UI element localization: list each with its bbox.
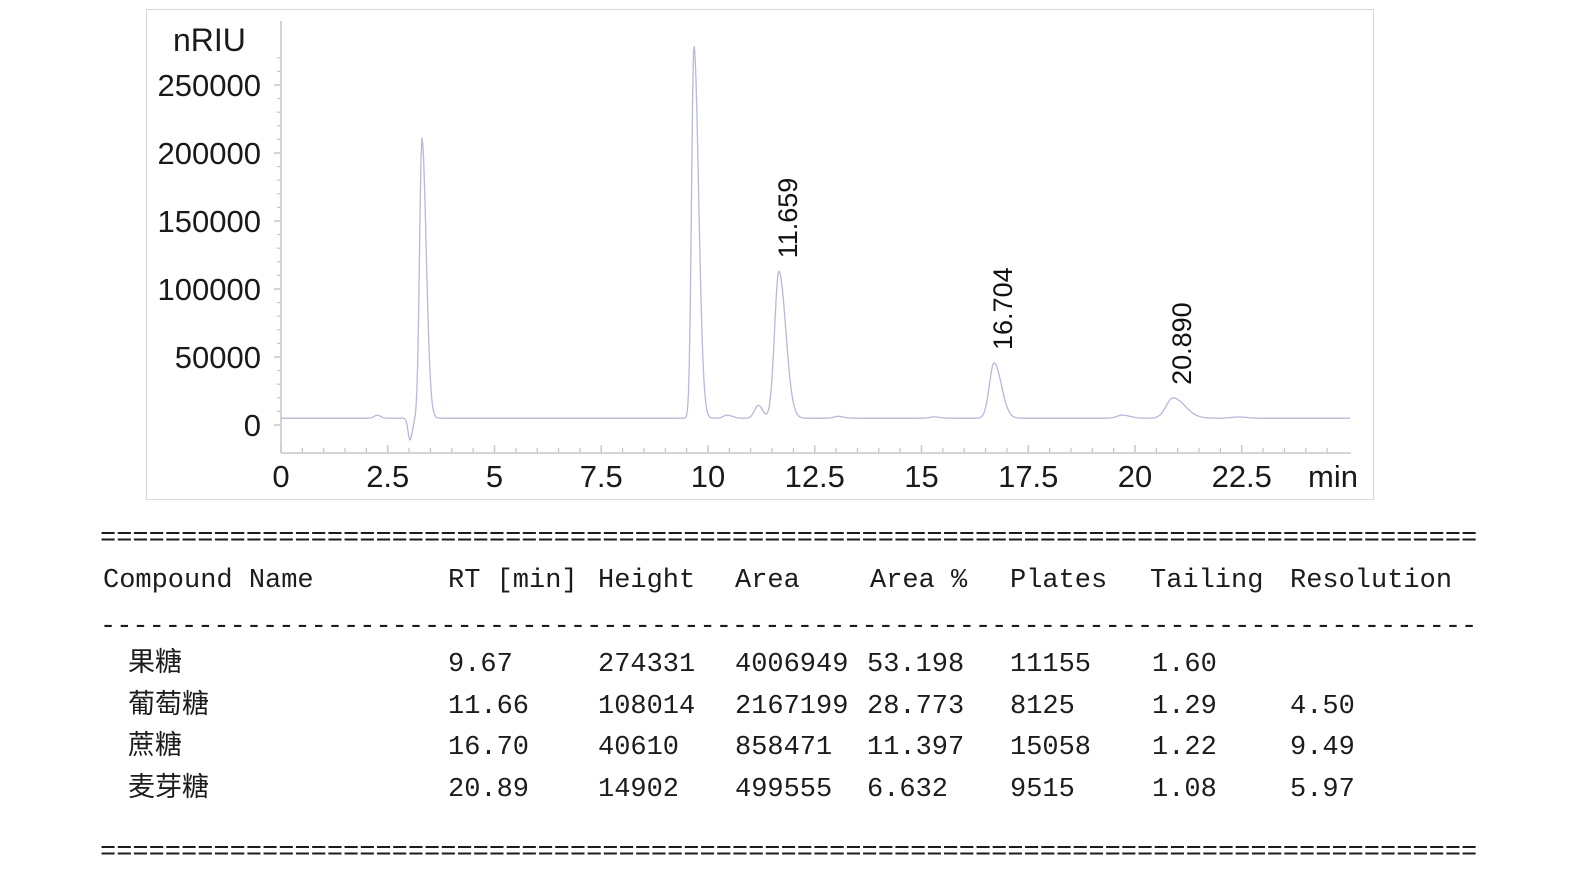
cell-tailing: 1.60 xyxy=(1152,650,1217,680)
y-tick-label: 200000 xyxy=(158,136,261,171)
cell-rt: 9.67 xyxy=(448,650,513,680)
header-area: Area xyxy=(735,566,800,596)
cell-tailing: 1.08 xyxy=(1152,774,1217,805)
cell-area-pct: 53.198 xyxy=(867,650,965,680)
cell-resolution: 5.97 xyxy=(1290,774,1355,805)
table-separator-bottom: ========================================… xyxy=(100,838,1478,868)
cell-height: 108014 xyxy=(598,691,696,722)
cell-area: 499555 xyxy=(735,774,833,805)
header-tailing: Tailing xyxy=(1150,566,1264,596)
cell-rt: 11.66 xyxy=(448,691,530,722)
y-tick-label: 250000 xyxy=(158,68,261,103)
x-tick-label: 10 xyxy=(691,459,725,494)
cell-area: 858471 xyxy=(735,733,833,763)
cell-plates: 11155 xyxy=(1010,650,1092,680)
x-tick-label: 2.5 xyxy=(366,459,409,494)
table-separator-top: ========================================… xyxy=(100,524,1478,554)
x-tick-label: 17.5 xyxy=(998,459,1058,494)
header-height: Height xyxy=(598,566,696,596)
peak-label: 20.890 xyxy=(1167,302,1197,385)
x-tick-label: 7.5 xyxy=(580,459,623,494)
x-tick-label: 5 xyxy=(486,459,503,494)
x-tick-label: 15 xyxy=(904,459,938,494)
y-tick-label: 100000 xyxy=(158,272,261,307)
cell-resolution: 9.49 xyxy=(1290,733,1355,763)
x-tick-label: 20 xyxy=(1118,459,1152,494)
cell-area-pct: 28.773 xyxy=(867,691,965,722)
cell-area-pct: 6.632 xyxy=(867,774,949,805)
header-plates: Plates xyxy=(1010,566,1108,596)
cell-compound-name: 葡萄糖 xyxy=(128,691,209,722)
cell-compound-name: 果糖 xyxy=(128,650,182,680)
header-area-pct: Area % xyxy=(870,566,968,596)
cell-tailing: 1.29 xyxy=(1152,691,1217,722)
y-tick-label: 150000 xyxy=(158,204,261,239)
header-resolution: Resolution xyxy=(1290,566,1453,596)
header-rt: RT [min] xyxy=(448,566,578,596)
cell-compound-name: 蔗糖 xyxy=(128,733,182,763)
cell-plates: 9515 xyxy=(1010,774,1075,805)
cell-plates: 15058 xyxy=(1010,733,1092,763)
cell-height: 14902 xyxy=(598,774,680,805)
header-compound-name: Compound Name xyxy=(103,566,314,596)
cell-rt: 16.70 xyxy=(448,733,530,763)
x-tick-label: 12.5 xyxy=(785,459,845,494)
peak-label: 16.704 xyxy=(988,267,1018,350)
cell-height: 274331 xyxy=(598,650,696,680)
cell-plates: 8125 xyxy=(1010,691,1075,722)
cell-tailing: 1.22 xyxy=(1152,733,1217,763)
peak-label: 11.659 xyxy=(773,178,803,259)
x-tick-label: 22.5 xyxy=(1212,459,1272,494)
y-axis-unit-label: nRIU xyxy=(173,22,246,58)
chromatogram-panel: 0 50000 100000 150000 200000 250000 0 2.5 5 7.5 10… xyxy=(146,9,1374,500)
table-separator-header: ----------------------------------------… xyxy=(100,612,1478,642)
chromatogram-plot: 0 50000 100000 150000 200000 250000 0 2.5 5 7.5 10… xyxy=(158,21,1358,494)
cell-area: 4006949 xyxy=(735,650,849,680)
y-tick-label: 0 xyxy=(244,408,261,443)
cell-compound-name: 麦芽糖 xyxy=(128,774,209,805)
peak-results-table: ========================================… xyxy=(100,520,1500,868)
x-axis-unit-label: min xyxy=(1308,459,1358,494)
cell-area-pct: 11.397 xyxy=(867,733,965,763)
cell-resolution: 4.50 xyxy=(1290,691,1355,722)
chromatogram-trace xyxy=(281,46,1351,441)
cell-height: 40610 xyxy=(598,733,680,763)
x-tick-label: 0 xyxy=(272,459,289,494)
y-tick-label: 50000 xyxy=(175,340,261,375)
cell-area: 2167199 xyxy=(735,691,849,722)
cell-rt: 20.89 xyxy=(448,774,530,805)
